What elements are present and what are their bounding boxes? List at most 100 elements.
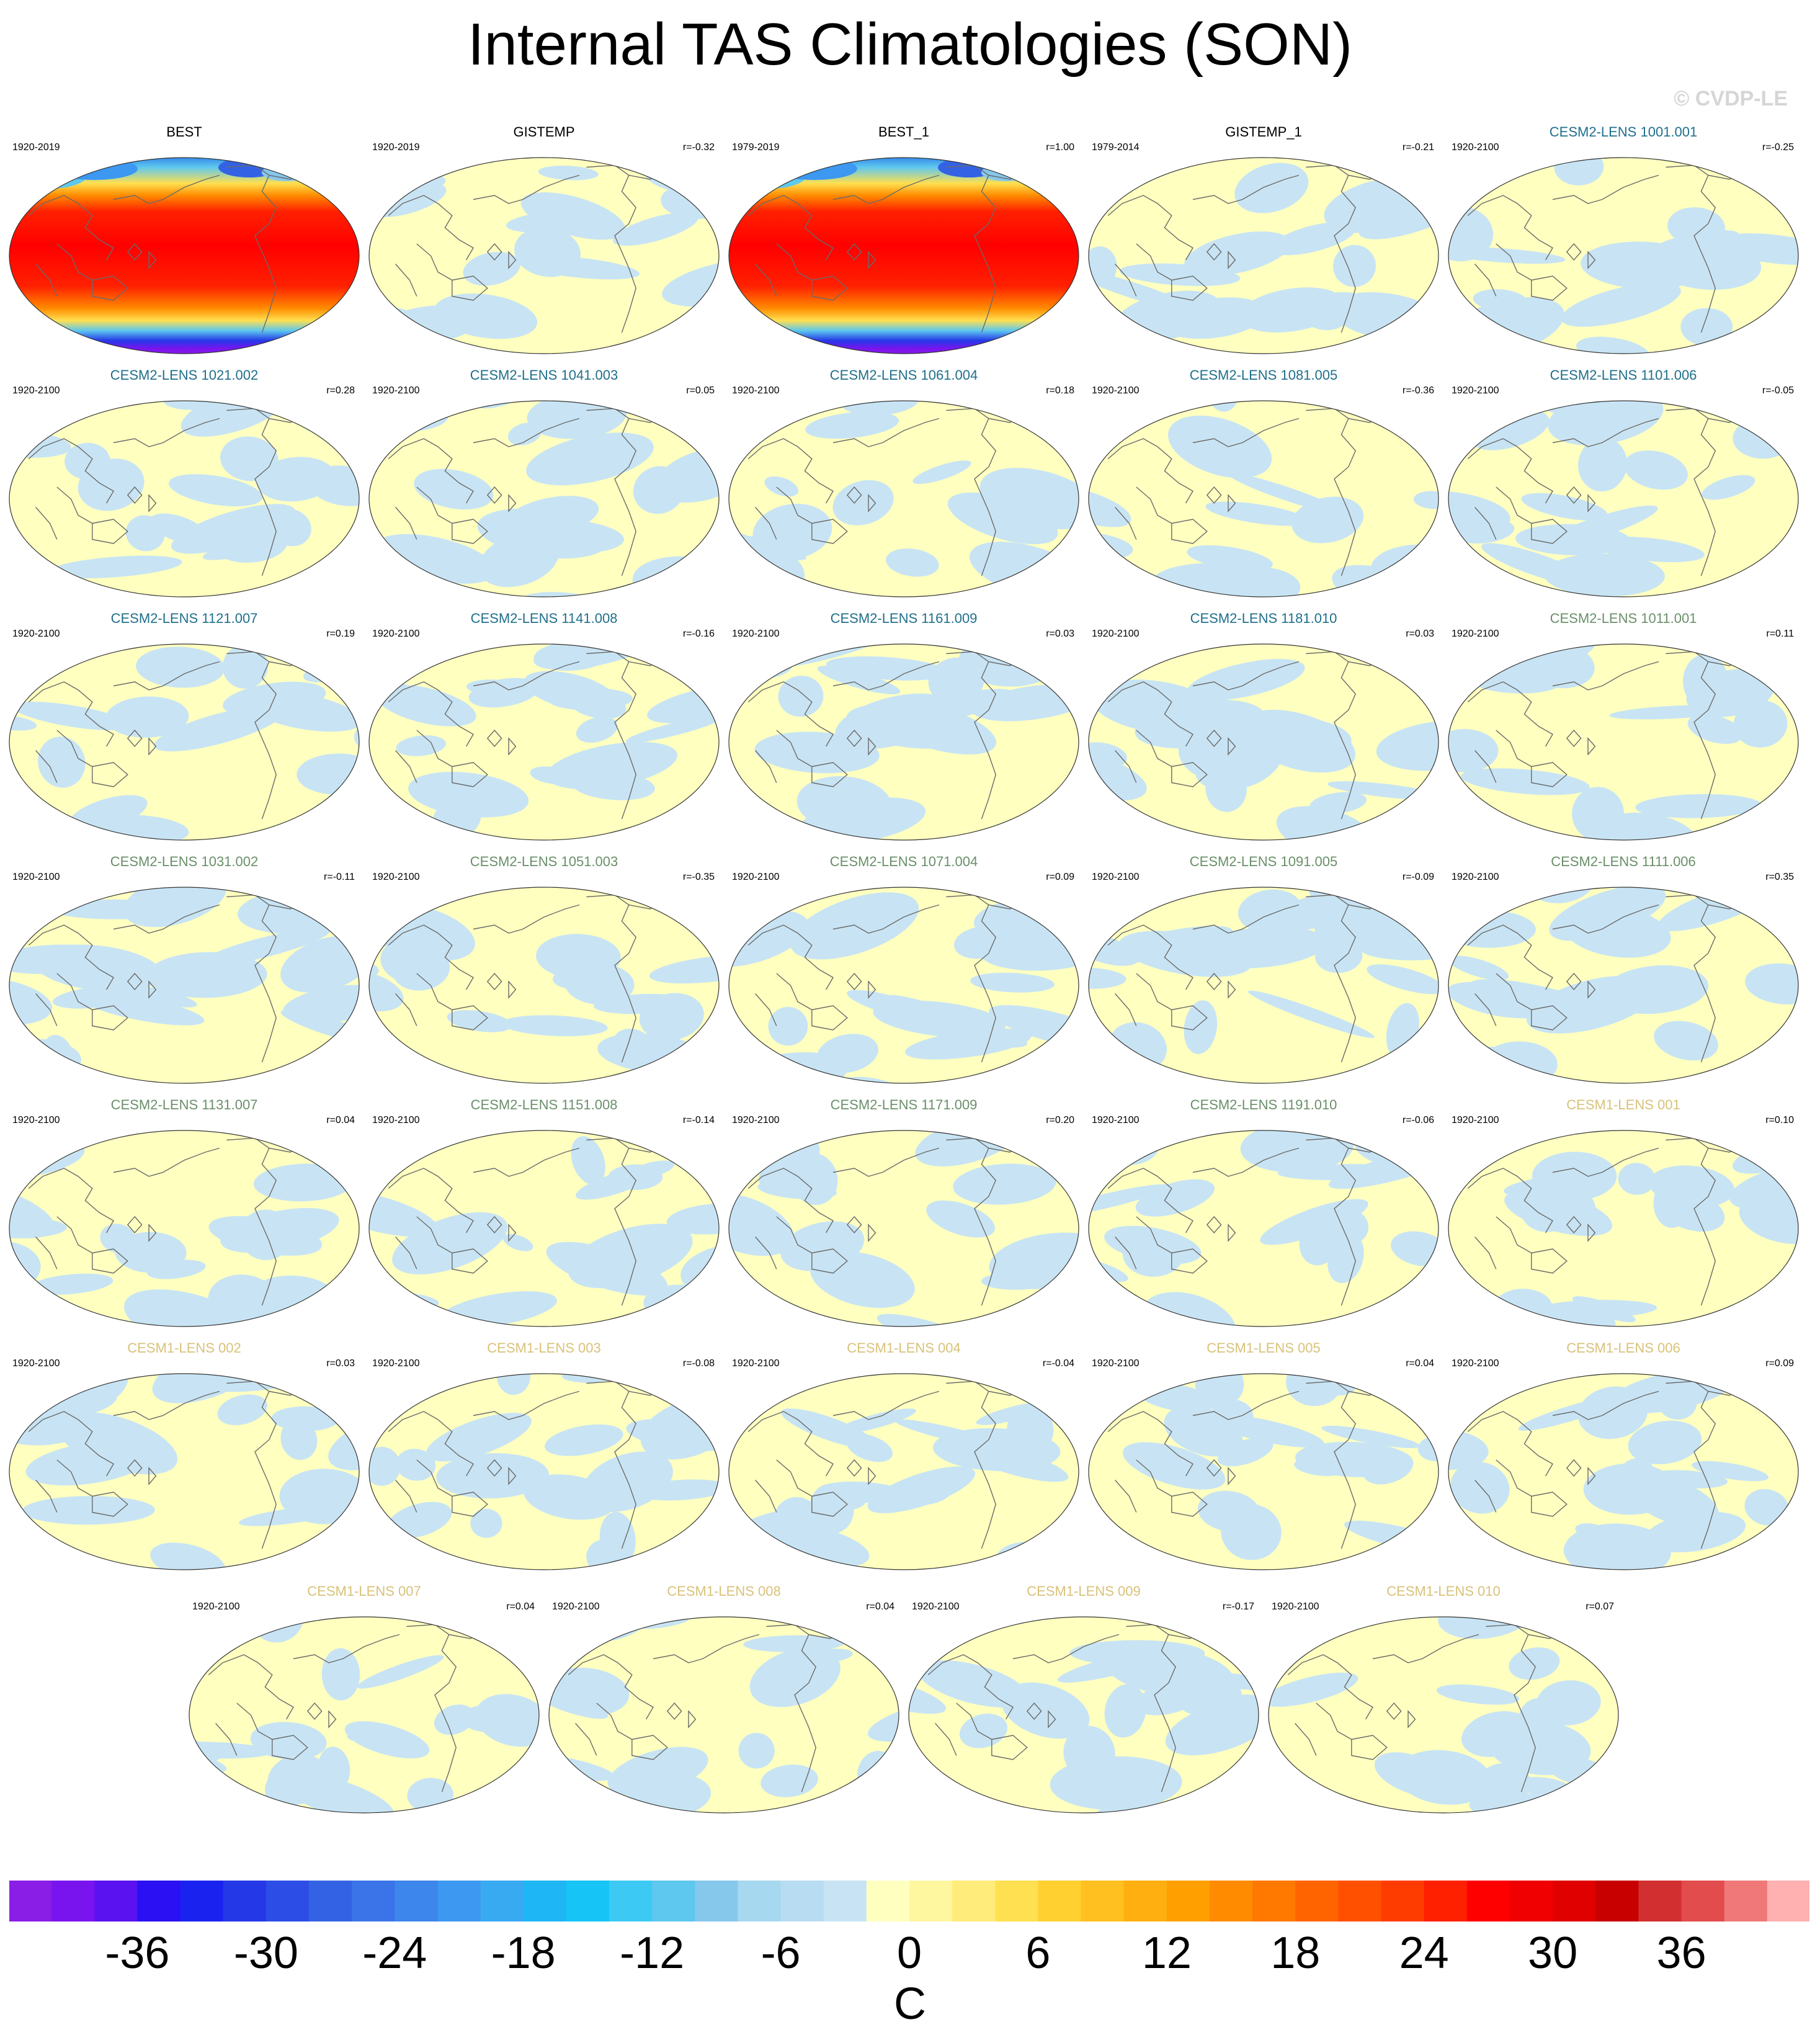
map-border [1088, 1130, 1439, 1327]
colorbar [9, 1880, 1810, 1922]
coastline [1474, 507, 1497, 540]
panel-correlation: r=1.00 [1046, 142, 1074, 153]
colorbar-swatch [609, 1880, 653, 1922]
coastline [113, 661, 220, 691]
map-border [1448, 400, 1799, 597]
map-border [1088, 643, 1439, 841]
coastline [1531, 519, 1568, 544]
anomaly-blob [418, 1617, 509, 1619]
coastline [1206, 729, 1222, 748]
anomaly-blob [1705, 596, 1762, 600]
coastline [1115, 264, 1137, 297]
map-border [368, 157, 720, 354]
map-projection [9, 157, 360, 354]
panel-years: 1920-2100 [1092, 385, 1140, 396]
anomaly-blob [1269, 1624, 1305, 1642]
coastline [92, 1492, 128, 1517]
panel-correlation: r=0.10 [1765, 1115, 1794, 1125]
coastline [127, 1459, 143, 1477]
map-projection [1088, 157, 1439, 354]
coastline [1474, 750, 1497, 783]
anomaly-blob [757, 1180, 837, 1199]
coastline [1566, 729, 1582, 748]
map-projection [1088, 887, 1439, 1084]
coastline [1306, 1380, 1357, 1549]
anomaly-blob [426, 1413, 532, 1462]
panel-years: 1979-2019 [732, 142, 780, 153]
panel-title: BEST_1 [878, 124, 929, 140]
anomaly-blob [1299, 1215, 1340, 1266]
anomaly-blob [549, 1667, 630, 1716]
anomaly-blob [947, 492, 1058, 545]
anomaly-blob [571, 771, 655, 800]
anomaly-blob [1089, 323, 1126, 354]
page-title: Internal TAS Climatologies (SON) [467, 11, 1353, 78]
colorbar-swatch [1724, 1880, 1768, 1922]
coastline [1136, 1459, 1172, 1497]
map-projection [9, 1130, 360, 1327]
coastline [452, 1492, 488, 1517]
anomaly-blob [1165, 1699, 1259, 1756]
coastline [755, 1237, 777, 1269]
coastline [1115, 1237, 1137, 1269]
coastline [388, 1168, 474, 1233]
map-field [9, 158, 359, 354]
coastline [28, 1168, 114, 1233]
coastline [35, 264, 58, 297]
anomaly-blob [9, 584, 74, 597]
panel-title: CESM1-LENS 005 [1207, 1340, 1321, 1356]
coastline [755, 507, 777, 540]
map-border [9, 887, 360, 1084]
map-border [1088, 400, 1439, 597]
anomaly-blob [396, 735, 446, 756]
panel-years: 1920-2100 [1452, 629, 1499, 639]
anomaly-blob [434, 293, 538, 339]
coastline [28, 1411, 114, 1477]
colorbar-swatch [523, 1880, 567, 1922]
panel-correlation: r=0.04 [866, 1601, 894, 1612]
coastline [272, 1735, 308, 1760]
coastline [28, 681, 114, 747]
panel-years: 1920-2100 [732, 1115, 780, 1125]
map-panel: CESM1-LENS 001 1920-2100 r=0.10 [1447, 1096, 1800, 1331]
coastline [508, 1467, 517, 1485]
colorbar-swatch [866, 1880, 910, 1922]
anomaly-blob [1692, 885, 1773, 891]
colorbar-swatch [1510, 1880, 1553, 1922]
anomaly-blob [222, 644, 268, 689]
panel-correlation: r=-0.06 [1402, 1115, 1434, 1125]
map-panel: CESM2-LENS 1131.007 1920-2100 r=0.04 [7, 1096, 361, 1331]
map-panel: CESM2-LENS 1011.001 1920-2100 r=0.11 [1447, 609, 1800, 845]
coastline [92, 1248, 128, 1274]
map-border [368, 1130, 720, 1327]
anomaly-blob [136, 646, 225, 688]
anomaly-blob [666, 1203, 719, 1235]
coastline [1192, 904, 1300, 934]
anomaly-blob [1572, 787, 1625, 840]
coastline [766, 1624, 817, 1792]
anomaly-blob [886, 548, 939, 577]
map-projection [189, 1616, 540, 1814]
panel-title: CESM2-LENS 1061.004 [829, 367, 978, 383]
anomaly-blob [1238, 889, 1302, 933]
panel-correlation: r=0.19 [326, 629, 355, 639]
anomaly-blob [695, 887, 719, 924]
anomaly-blob [846, 1434, 893, 1462]
anomaly-blob [1509, 1647, 1560, 1680]
coastline [1115, 507, 1137, 540]
map-panel: CESM2-LENS 1121.007 1920-2100 r=0.19 [7, 609, 361, 845]
panel-years: 1920-2100 [1092, 1358, 1140, 1369]
anomaly-blob [915, 1130, 1019, 1166]
colorbar-tick-label: 12 [1141, 1928, 1192, 1978]
coastline [927, 1654, 1014, 1720]
coastline [1496, 973, 1532, 1011]
anomaly-blob [1448, 205, 1494, 262]
coastline [747, 1168, 834, 1233]
coastline [1566, 972, 1582, 991]
panel-years: 1920-2100 [912, 1601, 960, 1612]
panel-correlation: r=-0.05 [1762, 385, 1794, 396]
colorbar-swatch [180, 1880, 224, 1922]
anomaly-blob [729, 1528, 764, 1570]
map-border [548, 1616, 899, 1814]
coastline [508, 737, 517, 756]
